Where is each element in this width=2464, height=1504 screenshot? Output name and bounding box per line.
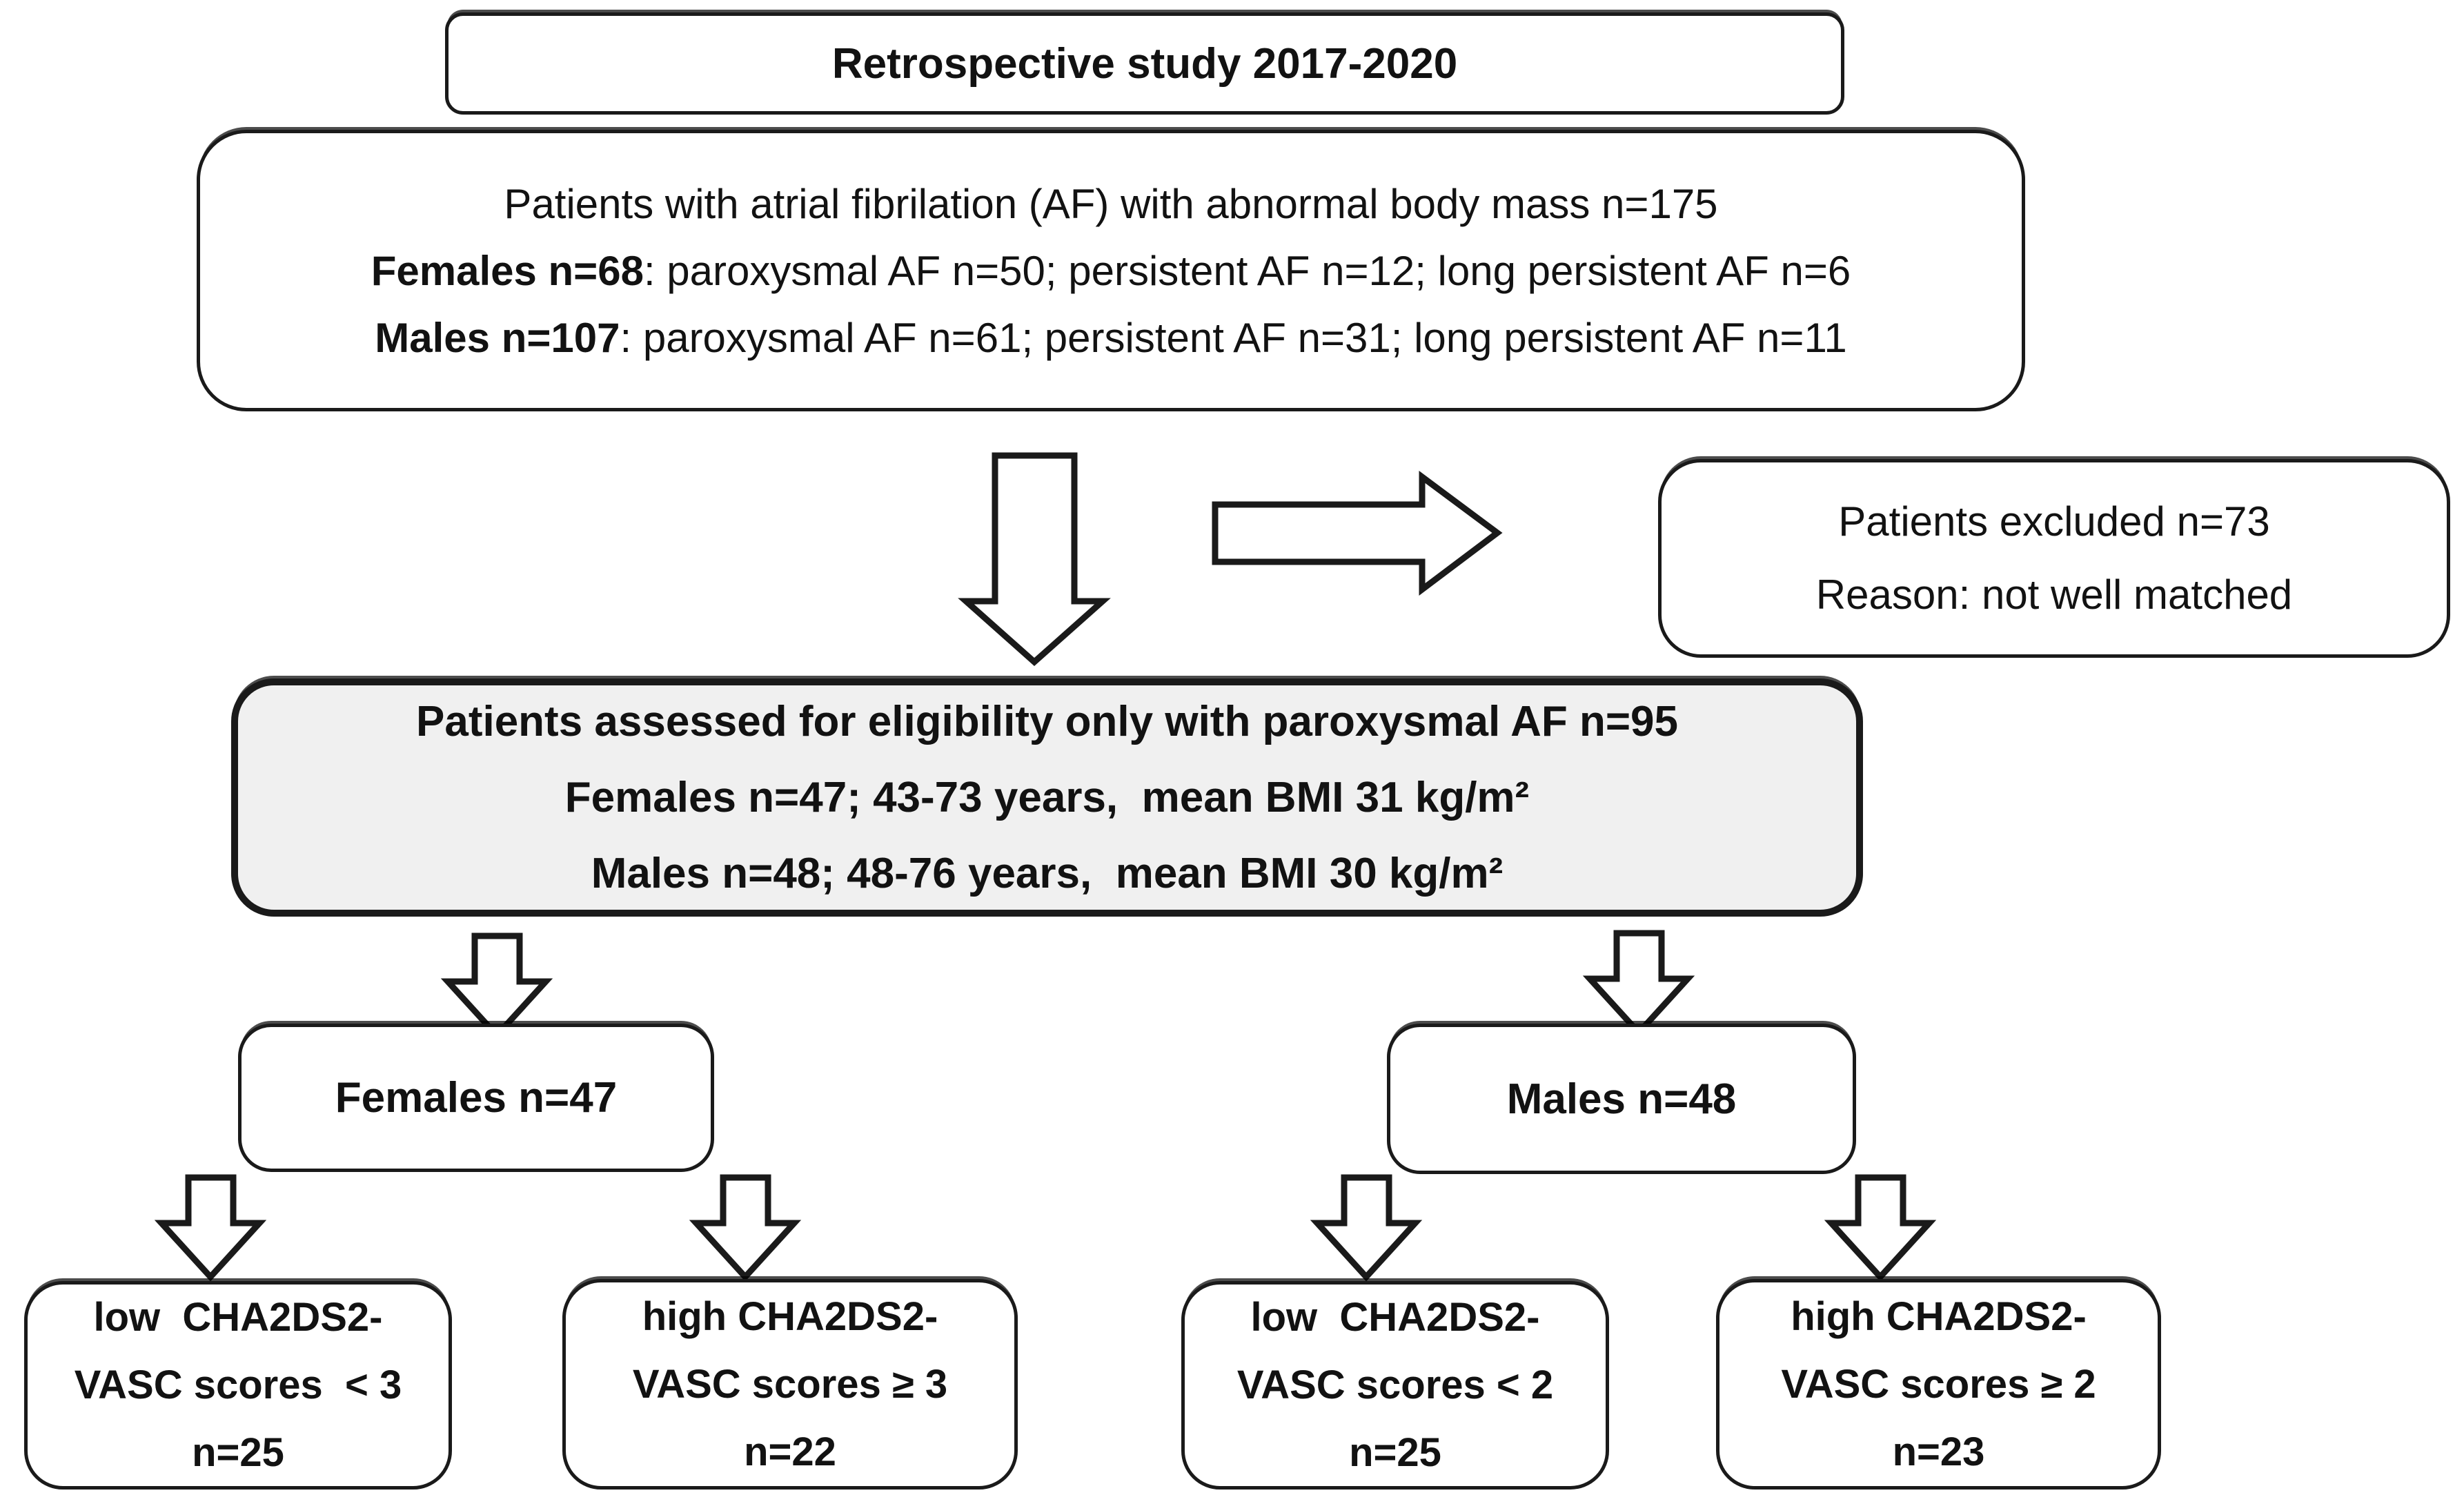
males-branch-box: Males n=48 [1387, 1024, 1856, 1174]
outcome-box-females-high: high CHA2DS2- VASC scores ≥ 3 n=22 [562, 1279, 1018, 1490]
excluded-box: Patients excluded n=73 Reason: not well … [1658, 459, 2450, 658]
eligibility-box: Patients assessed for eligibility only w… [231, 678, 1863, 917]
females-branch-box: Females n=47 [238, 1024, 714, 1172]
down-arrow-to-females [440, 932, 553, 1040]
outcome-line1: high CHA2DS2- [642, 1293, 938, 1339]
eligibility-line-males: Males n=48; 48-76 years, mean BMI 30 kg/… [591, 849, 1504, 897]
title-box: Retrospective study 2017-2020 [445, 12, 1844, 115]
outcome-line1: low CHA2DS2- [1250, 1295, 1540, 1340]
down-arrow-females-low [154, 1174, 267, 1282]
eligibility-line-females: Females n=47; 43-73 years, mean BMI 31 k… [564, 773, 1530, 821]
outcome-box-males-high: high CHA2DS2- VASC scores ≥ 2 n=23 [1716, 1279, 2161, 1490]
outcome-line3: n=23 [1892, 1429, 1985, 1474]
right-arrow-exclusion [1212, 471, 1503, 596]
excluded-count-text: Patients excluded n=73 [1838, 498, 2270, 545]
cohort-line-females: Females n=68: paroxysmal AF n=50; persis… [371, 237, 1851, 304]
cohort-females-detail: : paroxysmal AF n=50; persistent AF n=12… [643, 247, 1851, 294]
down-arrow-to-males-shape [1582, 930, 1695, 1037]
outcome-line3: n=25 [1349, 1430, 1441, 1475]
outcome-box-females-low: low CHA2DS2- VASC scores < 3 n=25 [24, 1281, 452, 1490]
cohort-males-label: Males n=107 [375, 314, 620, 361]
down-arrow-females-low-shape [154, 1174, 267, 1282]
cohort-males-detail: : paroxysmal AF n=61; persistent AF n=31… [620, 314, 1847, 361]
down-arrow-males-low [1310, 1174, 1423, 1282]
outcome-line1: high CHA2DS2- [1791, 1293, 2087, 1339]
outcome-line3: n=25 [192, 1430, 284, 1475]
down-arrow-females-high-shape [689, 1174, 802, 1282]
down-arrow-to-females-shape [440, 932, 553, 1040]
eligibility-line-total: Patients assessed for eligibility only w… [415, 697, 1679, 745]
down-arrow-to-males [1582, 930, 1695, 1037]
outcome-line2: VASC scores ≥ 2 [1781, 1361, 2096, 1407]
outcome-line1: low CHA2DS2- [93, 1295, 383, 1340]
cohort-total-text: Patients with atrial fibrilation (AF) wi… [504, 180, 1718, 227]
outcome-box-males-low: low CHA2DS2- VASC scores < 2 n=25 [1181, 1281, 1609, 1490]
outcome-line2: VASC scores ≥ 3 [632, 1361, 948, 1407]
outcome-line2: VASC scores < 3 [74, 1363, 402, 1407]
down-arrow-males-low-shape [1310, 1174, 1423, 1282]
cohort-box: Patients with atrial fibrilation (AF) wi… [197, 130, 2025, 411]
excluded-reason-text: Reason: not well matched [1815, 572, 2293, 618]
cohort-line-total: Patients with atrial fibrilation (AF) wi… [504, 170, 1717, 237]
females-branch-text: Females n=47 [335, 1074, 618, 1122]
outcome-line3: n=22 [744, 1429, 836, 1474]
males-branch-text: Males n=48 [1506, 1075, 1737, 1123]
down-arrow-males-high-shape [1824, 1174, 1937, 1282]
down-arrow-females-high [689, 1174, 802, 1282]
outcome-line2: VASC scores < 2 [1236, 1363, 1554, 1407]
cohort-females-label: Females n=68 [371, 247, 644, 294]
down-arrow-main [958, 452, 1111, 667]
right-arrow-exclusion-shape [1212, 471, 1503, 596]
cohort-line-males: Males n=107: paroxysmal AF n=61; persist… [375, 304, 1846, 371]
down-arrow-main-shape [958, 452, 1111, 667]
down-arrow-males-high [1824, 1174, 1937, 1282]
title-text: Retrospective study 2017-2020 [831, 39, 1458, 88]
